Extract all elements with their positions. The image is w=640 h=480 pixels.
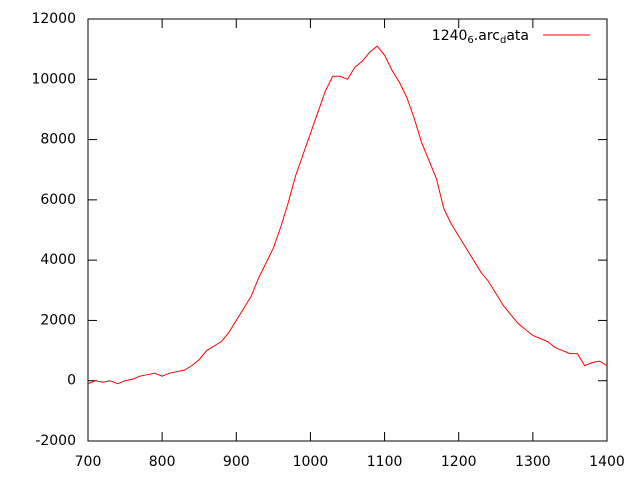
y-tick-label: 10000 <box>31 71 76 87</box>
y-tick-label: 4000 <box>40 252 76 268</box>
y-tick-label: 6000 <box>40 192 76 208</box>
x-tick-label: 1400 <box>589 454 625 470</box>
legend-text: .arc <box>474 28 500 44</box>
legend-text: 1240 <box>432 28 468 44</box>
legend-label: 12406.arcdata <box>432 28 529 46</box>
y-tick-label: 2000 <box>40 312 76 328</box>
x-tick-label: 700 <box>75 454 102 470</box>
line-series <box>87 45 608 385</box>
y-tick-label: 12000 <box>31 11 76 27</box>
x-tick-label: 1000 <box>293 454 329 470</box>
y-tick-label: 0 <box>67 373 76 389</box>
x-tick-label: 900 <box>223 454 250 470</box>
y-tick-label: -2000 <box>35 433 76 449</box>
x-tick-label: 800 <box>149 454 176 470</box>
x-tick-label: 1300 <box>515 454 551 470</box>
plot-frame <box>87 18 608 442</box>
y-tick-label: 8000 <box>40 132 76 148</box>
legend-subscript: 6 <box>467 35 473 46</box>
x-tick-label: 1100 <box>367 454 403 470</box>
x-tick-label: 1200 <box>441 454 477 470</box>
legend-subscript: d <box>500 35 506 46</box>
legend-text: ata <box>506 28 529 44</box>
